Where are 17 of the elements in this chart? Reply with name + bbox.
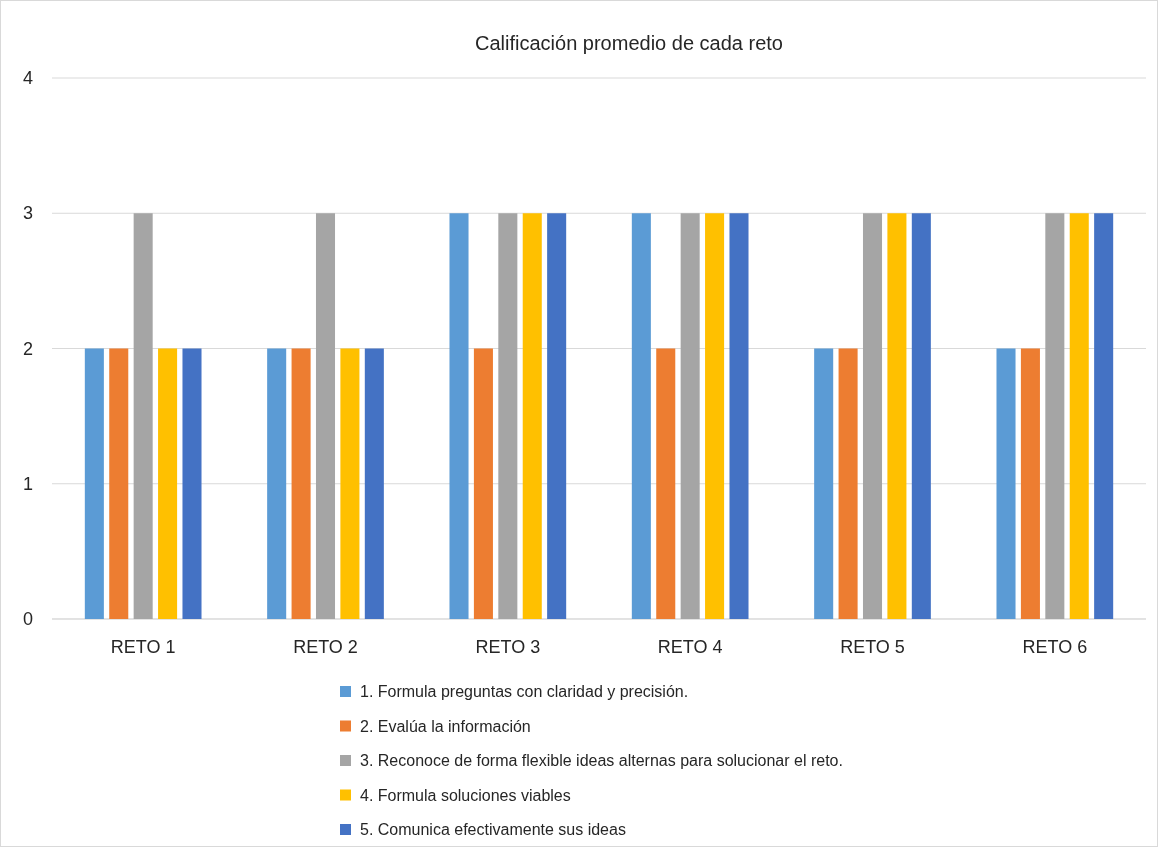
x-tick-label: RETO 6 bbox=[1022, 637, 1088, 657]
chart-title: Calificación promedio de cada reto bbox=[475, 32, 783, 54]
y-tick-label: 4 bbox=[22, 68, 34, 88]
legend-label: 1. Formula preguntas con claridad y precisión. bbox=[360, 683, 689, 700]
x-tick-label: RETO 2 bbox=[293, 637, 358, 657]
y-tick-label: 1 bbox=[22, 473, 34, 494]
x-tick-label: RETO 1 bbox=[110, 637, 176, 657]
legend-label: 2. Evalúa la información bbox=[360, 717, 531, 735]
x-tick-label: RETO 3 bbox=[475, 637, 541, 657]
y-tick-label: 3 bbox=[22, 203, 34, 224]
legend-label: 5. Comunica efectivamente sus ideas bbox=[360, 821, 626, 838]
y-tick-label: 2 bbox=[22, 338, 34, 359]
x-tick-label: RETO 5 bbox=[840, 637, 905, 657]
x-tick-label: RETO 4 bbox=[657, 637, 723, 657]
legend-label: 3. Reconoce de forma flexible ideas alternas para solucionar el reto. bbox=[360, 752, 843, 769]
y-tick-label: 0 bbox=[22, 609, 34, 629]
legend-label: 4. Formula soluciones viables bbox=[360, 786, 571, 804]
